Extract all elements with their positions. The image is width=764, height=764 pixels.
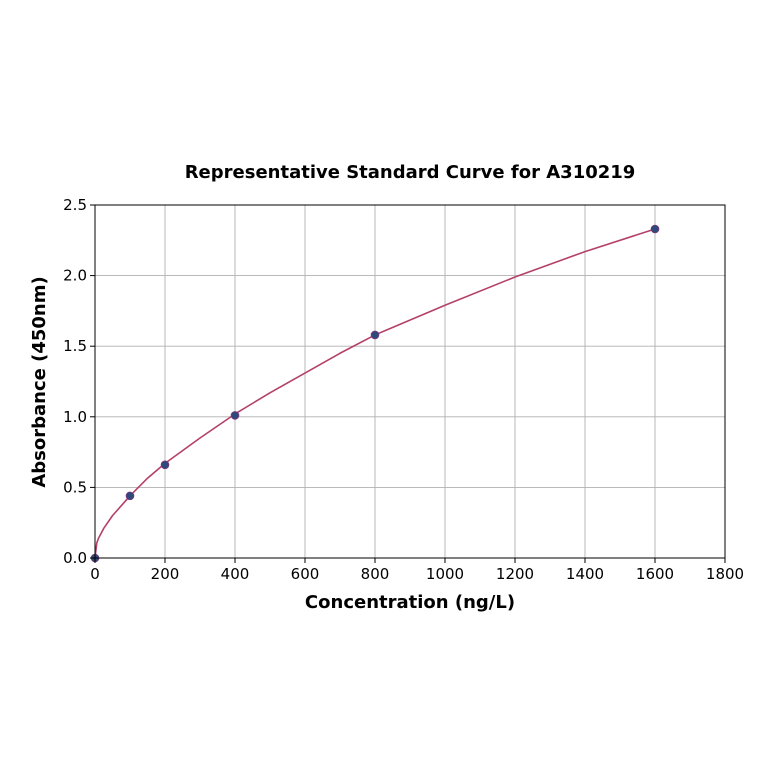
- y-tick-label: 2.5: [63, 196, 87, 214]
- y-tick-label: 2.0: [63, 267, 87, 285]
- grid: [94, 204, 726, 559]
- x-axis-label: Concentration (ng/L): [305, 592, 515, 613]
- data-point: [230, 411, 240, 420]
- x-tick-label: 1800: [706, 565, 744, 583]
- data-point: [370, 330, 380, 340]
- data-point: [125, 491, 135, 501]
- chart-title: Representative Standard Curve for A31021…: [185, 162, 636, 183]
- y-axis-ticks: 0.0 0.5 1.0 1.5 2.0 2.5: [63, 196, 95, 567]
- x-tick-label: 1600: [636, 565, 674, 583]
- y-tick-label: 0.5: [63, 478, 87, 496]
- fitted-curve-layer: [94, 228, 656, 559]
- x-tick-label: 1400: [566, 565, 604, 583]
- plot-frame: [94, 204, 726, 559]
- fitted-curve-line: [94, 228, 656, 559]
- y-tick-label: 1.0: [63, 408, 87, 426]
- y-tick-label: 1.5: [63, 337, 87, 355]
- y-tick-label: 0.0: [63, 549, 87, 567]
- x-tick-label: 600: [291, 565, 320, 583]
- x-axis-ticks: 0 200 400 600 800 1000 1200 1400 1600 1800: [90, 558, 744, 583]
- x-tick-label: 400: [221, 565, 250, 583]
- data-point: [650, 224, 660, 234]
- y-axis-label: Absorbance (450nm): [29, 276, 50, 487]
- x-tick-label: 0: [90, 565, 100, 583]
- data-points-layer: [90, 224, 660, 563]
- data-point: [160, 460, 170, 470]
- x-tick-label: 200: [151, 565, 180, 583]
- x-tick-label: 1200: [496, 565, 534, 583]
- x-tick-label: 800: [361, 565, 390, 583]
- x-tick-label: 1000: [426, 565, 464, 583]
